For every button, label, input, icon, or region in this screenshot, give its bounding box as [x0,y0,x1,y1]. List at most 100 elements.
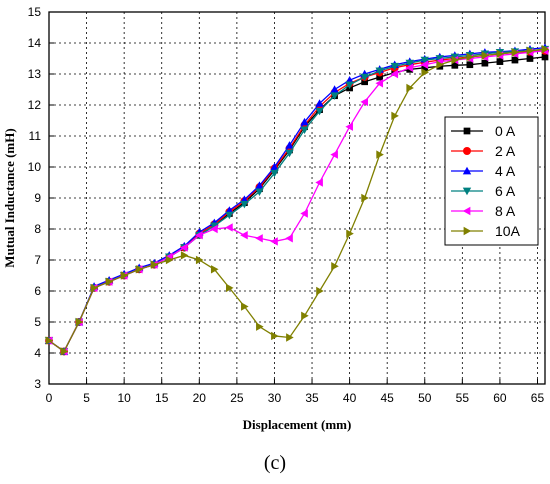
x-tick-label: 25 [230,391,244,405]
y-tick-label: 4 [34,346,41,360]
axis-ticks: 0 5 10 15 20 25 30 35 40 45 50 55 60 6534567891011121… [28,5,545,405]
series-8a-point [345,122,353,131]
series-0a-point [541,53,549,61]
x-tick-label: 10 [117,391,131,405]
series-0a-point [361,78,368,86]
series-10a-point [541,45,550,54]
series-10a-point [180,251,189,260]
series-6a-point [225,211,234,220]
series-6a-point [285,149,294,158]
series-8a-point [285,234,293,243]
x-tick-label: 35 [305,391,319,405]
series-8a-point [210,224,218,234]
x-tick-label: 50 [418,391,432,405]
series-6a-point [405,59,414,68]
series-0a-point [451,61,459,69]
y-tick-label: 10 [28,160,42,174]
series-8a-point [375,79,384,88]
series-10a-point [496,49,505,59]
y-tick-label: 3 [34,377,41,391]
x-tick-label: 20 [193,391,207,405]
series-4a-point [270,162,279,171]
y-tick-label: 7 [34,253,41,267]
x-axis-title: Displacement (mm) [243,417,352,432]
x-tick-label: 55 [456,391,470,405]
series-6a-point [450,53,460,62]
series-8a-point [195,231,203,240]
series-10a [45,45,550,356]
series-10a-point [75,317,84,327]
series-8a-point [255,234,263,243]
series-10a-point [511,48,520,57]
series-6a-point [240,200,249,209]
series-10a-line [48,48,546,353]
x-tick-label: 30 [268,391,282,405]
series-10a-point [195,255,204,265]
series-10a-point [241,302,249,311]
series-lines [44,43,550,356]
series-10a-point [226,283,234,293]
series-0a-point [481,59,489,67]
series-0a-point [466,61,474,69]
y-tick-label: 11 [29,129,42,143]
series-8a-point [390,69,399,79]
x-tick-label: 45 [381,391,395,405]
legend-label: 2 A [495,143,516,159]
y-tick-label: 15 [28,5,42,19]
series-10a-point [286,333,294,342]
x-tick-label: 5 [83,391,90,405]
series-10a-point [256,322,264,331]
series-4a-point [255,181,264,189]
legend-box [444,116,539,246]
y-tick-label: 5 [34,315,41,329]
legend-swatch-marker [462,166,472,175]
series-10a-point [406,83,414,93]
series-10a-point [316,286,324,296]
series-8a-point [180,243,188,252]
series-10a-point [421,68,429,77]
series-10a-point [331,262,339,271]
legend-swatch-marker [462,206,471,216]
series-10a-point [451,55,460,65]
series-6a-point [300,126,309,134]
series-10a-point [45,336,54,345]
series-10a-point [526,46,535,55]
x-tick-label: 60 [493,391,507,405]
series-6a-point [435,55,444,63]
series-6a-point [375,67,384,76]
series-6a-point [315,107,324,116]
y-tick-label: 6 [34,284,41,298]
y-tick-label: 13 [28,67,42,81]
series-6a-point [360,73,369,82]
series-10a-point [90,283,99,293]
series-10a-point [301,311,309,320]
series-6a-point [390,62,399,71]
series-8a-point [330,150,338,159]
y-tick-label: 14 [28,36,42,50]
series-8a-point [270,237,278,246]
legend-label: 4 A [495,163,516,179]
y-tick-label: 9 [34,191,41,205]
series-8a-point [360,97,368,107]
series-10a-point [391,111,399,121]
series-0a-point [376,73,384,81]
series-8a-point [300,209,308,218]
y-tick-label: 12 [28,98,42,112]
series-0a-point [421,64,429,72]
x-tick-label: 65 [531,391,545,405]
series-0a-point [526,55,534,62]
legend-label: 6 A [495,183,516,199]
series-10a-point [150,260,159,269]
x-tick-label: 15 [155,391,169,405]
legend-swatch-marker [462,187,472,196]
series-4a-point [300,117,309,126]
series-8a-point [405,63,414,72]
series-6a-point [210,222,219,231]
y-tick-label: 8 [34,222,41,236]
series-10a-point [436,60,444,69]
series-8a-point [315,178,323,187]
series-4a-point [330,85,339,93]
series-10a-point [271,331,279,341]
series-10a-point [120,271,129,280]
